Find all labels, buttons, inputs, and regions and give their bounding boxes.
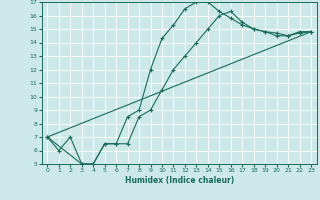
X-axis label: Humidex (Indice chaleur): Humidex (Indice chaleur) [124, 176, 234, 185]
